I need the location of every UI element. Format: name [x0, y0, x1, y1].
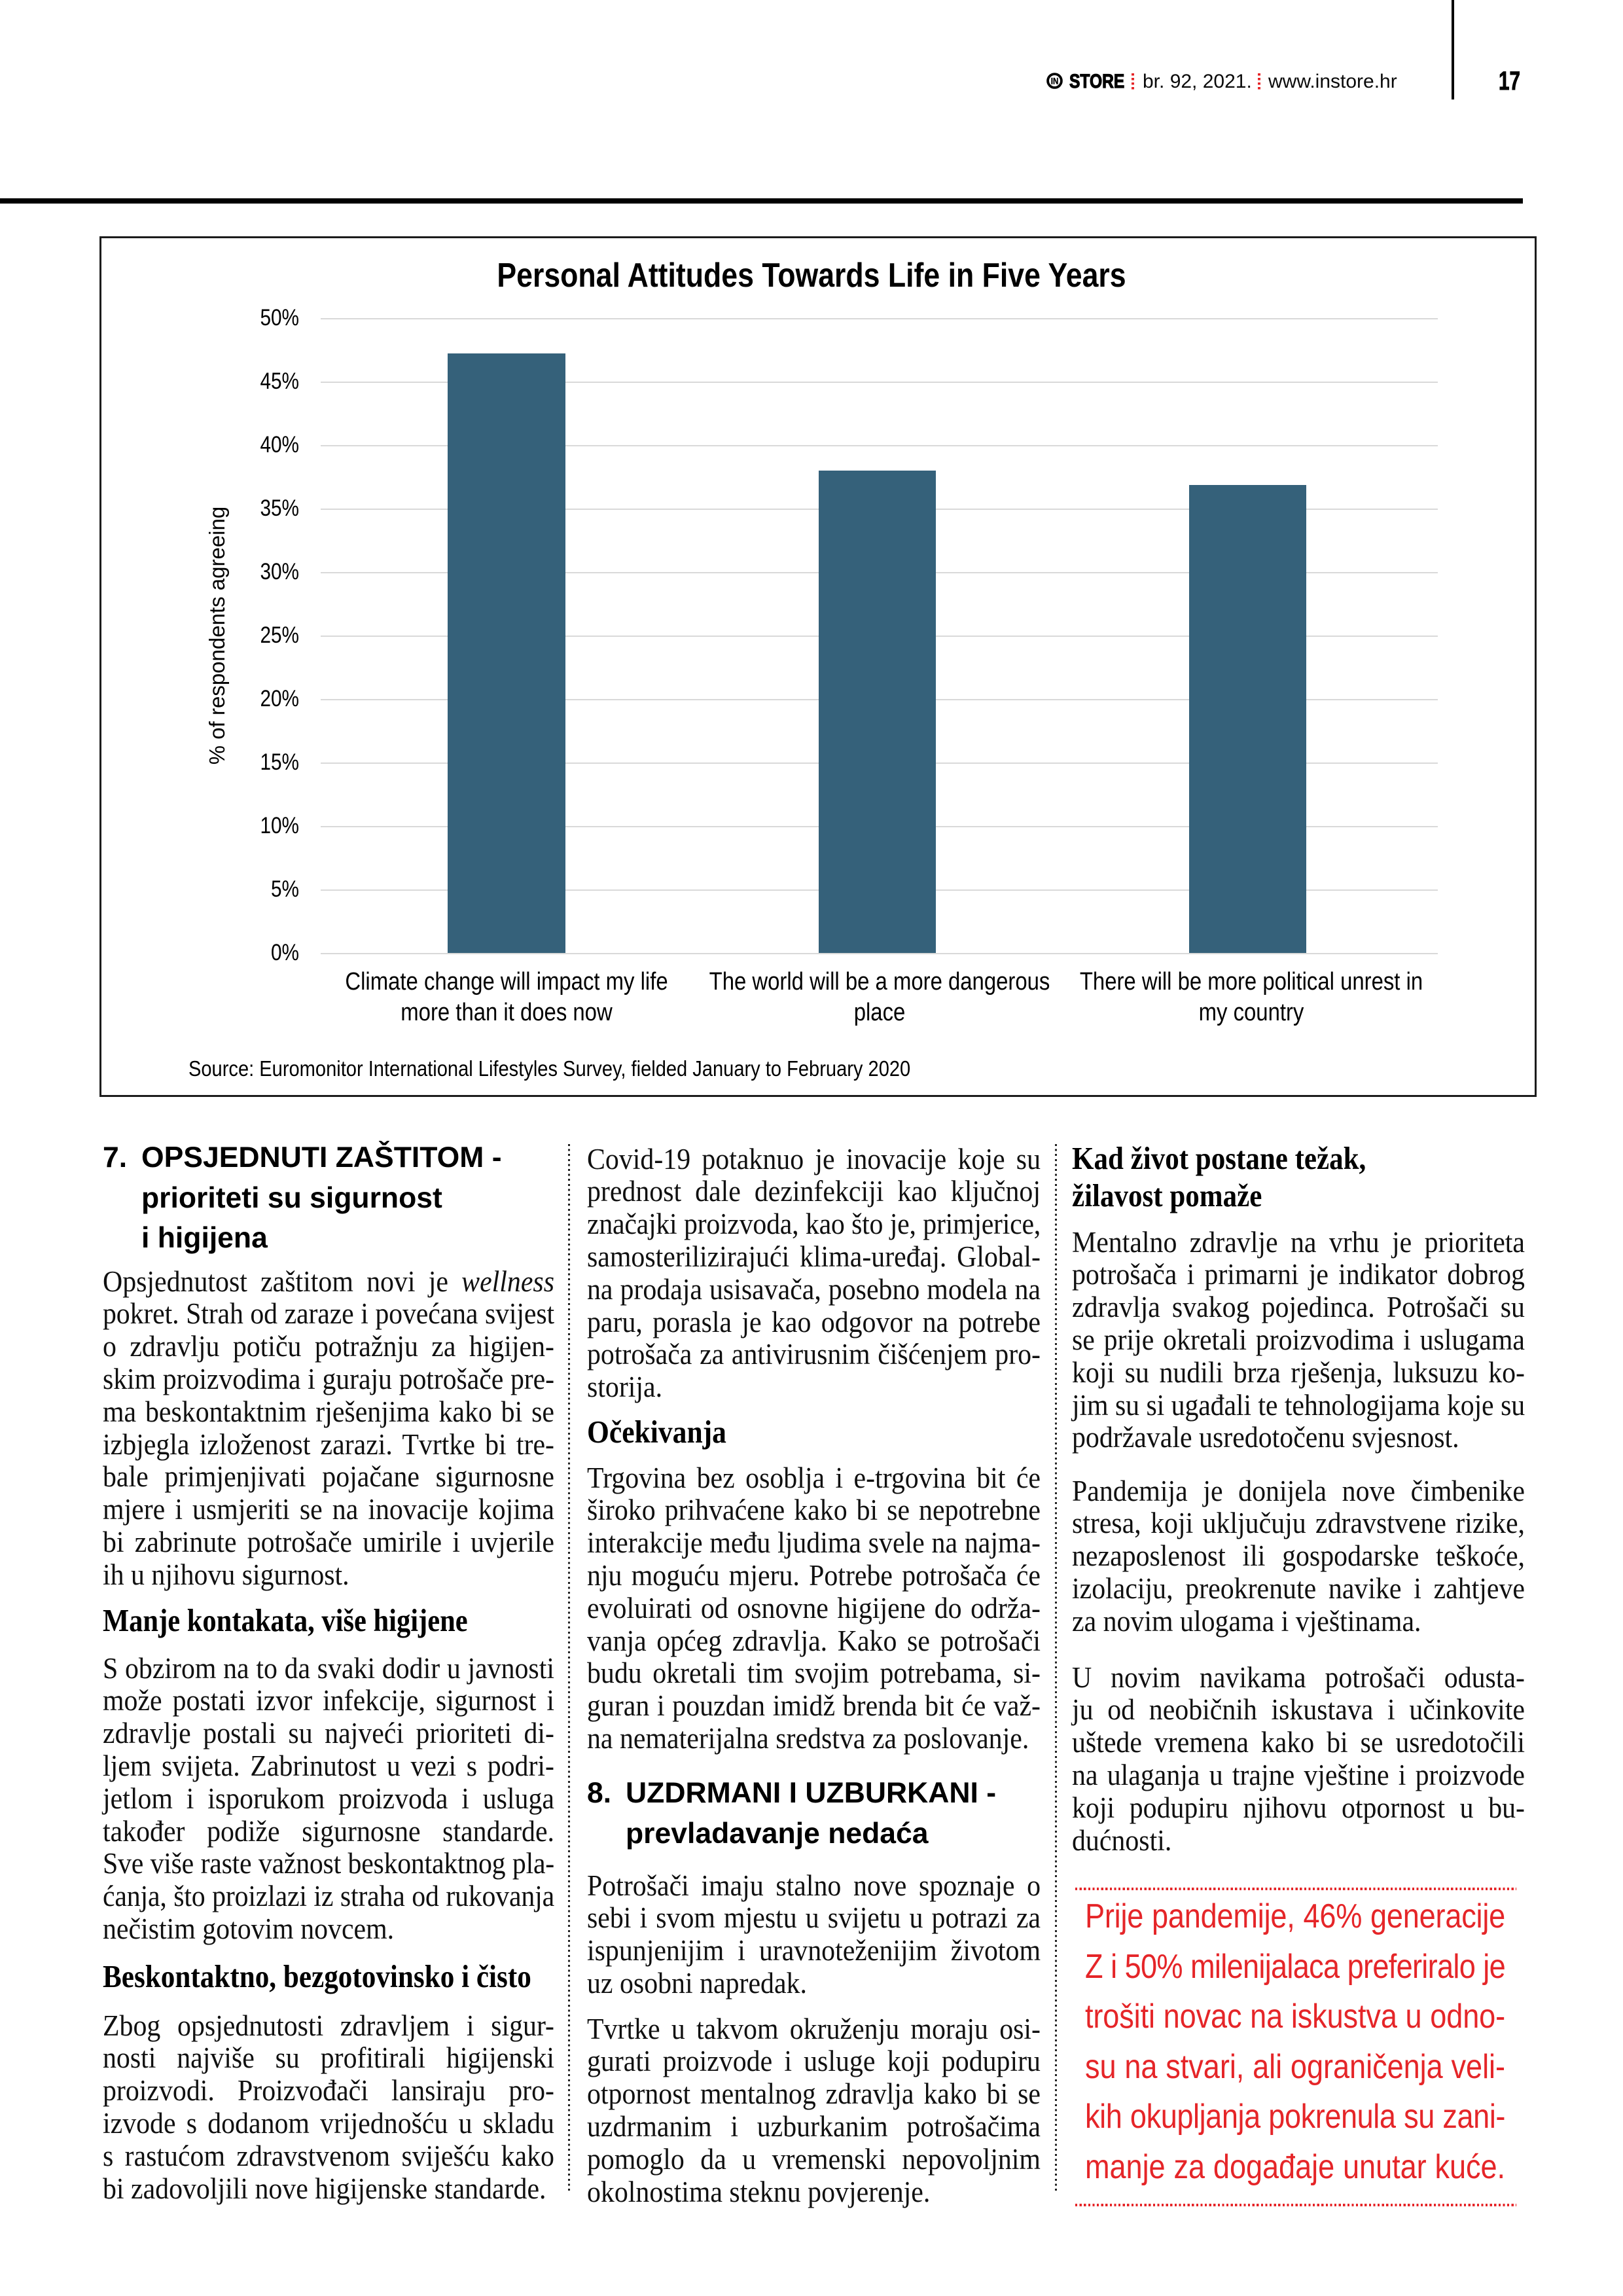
svg-text:IN: IN [1051, 75, 1059, 86]
